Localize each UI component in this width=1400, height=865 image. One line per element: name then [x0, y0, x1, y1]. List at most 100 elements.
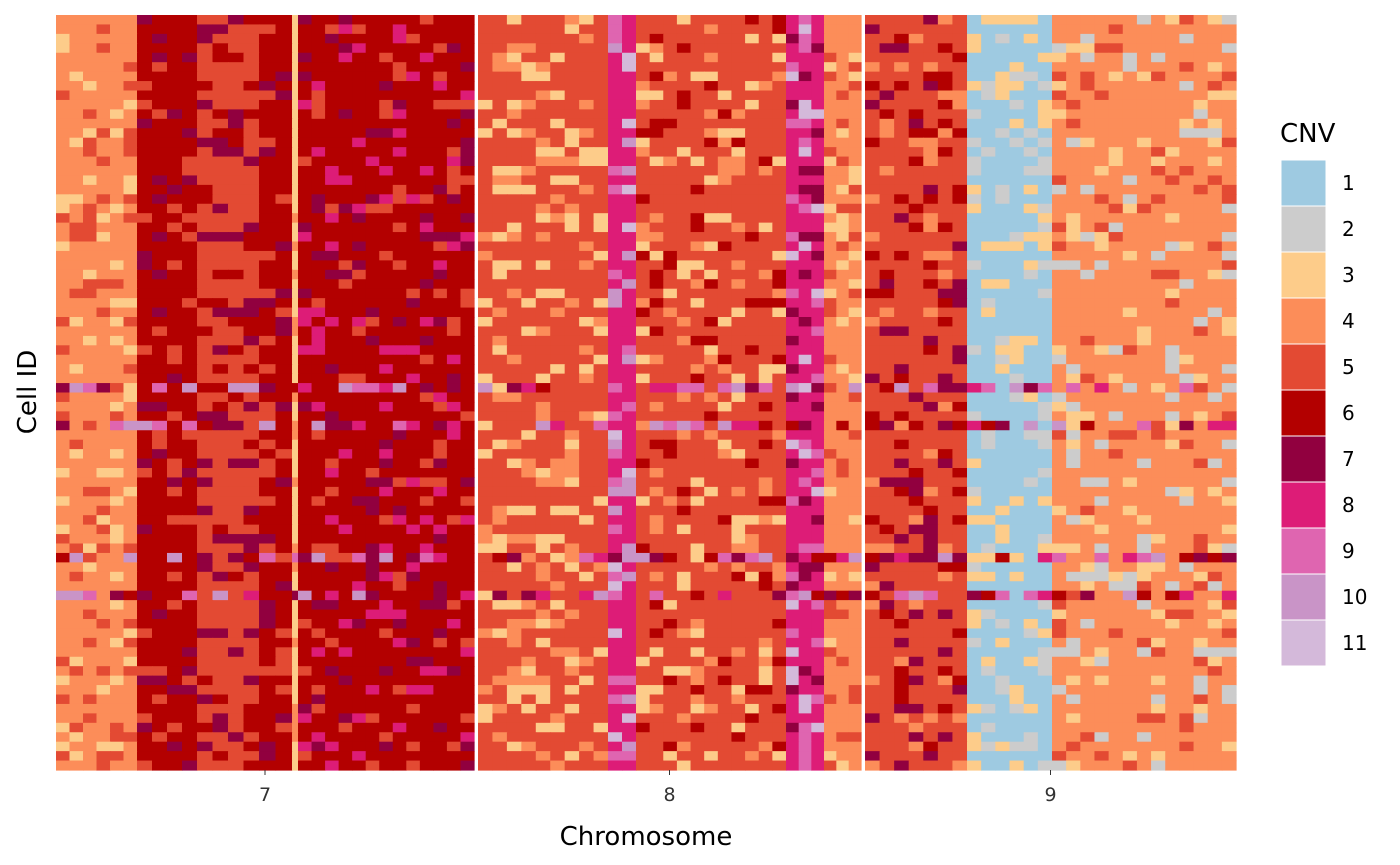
heatmap-cell [419, 203, 434, 214]
heatmap-cell [636, 345, 651, 356]
heatmap-cell [676, 590, 692, 601]
heatmap-cell [298, 496, 313, 507]
heatmap-cell [365, 760, 380, 771]
heatmap-cell [228, 468, 245, 479]
heatmap-cell [212, 43, 229, 54]
heatmap-cell [521, 250, 537, 261]
heatmap-cell [564, 430, 580, 441]
heatmap-cell [848, 619, 862, 630]
heatmap-cell [731, 62, 746, 73]
heatmap-cell [338, 307, 353, 318]
heatmap-cell [298, 279, 313, 290]
heatmap-cell [197, 166, 214, 177]
heatmap-cell [798, 732, 812, 743]
heatmap-cell [292, 24, 299, 35]
heatmap-cell [69, 232, 84, 243]
heatmap-cell [110, 515, 125, 526]
heatmap-cell [406, 430, 421, 441]
heatmap-cell [608, 656, 623, 667]
heatmap-cell [460, 505, 475, 516]
heatmap-cell [325, 637, 340, 648]
heatmap-cell [506, 581, 522, 592]
heatmap-cell [622, 477, 637, 488]
heatmap-cell [167, 496, 183, 507]
heatmap-cell [433, 81, 448, 92]
heatmap-cell [535, 24, 551, 35]
heatmap-cell [433, 99, 448, 110]
heatmap-cell [786, 619, 800, 630]
heatmap-cell [478, 137, 494, 148]
heatmap-cell [622, 392, 637, 403]
heatmap-cell [338, 439, 353, 450]
heatmap-cell [824, 175, 837, 186]
heatmap-cell [338, 260, 353, 271]
heatmap-cell [798, 99, 812, 110]
heatmap-cell [535, 420, 551, 431]
heatmap-cell [848, 71, 862, 82]
heatmap-cell [848, 81, 862, 92]
heatmap-cell [69, 571, 84, 582]
heatmap-cell [392, 213, 407, 224]
heatmap-cell [492, 326, 508, 337]
heatmap-cell [325, 685, 340, 696]
heatmap-cell [110, 298, 125, 309]
heatmap-cell [758, 15, 773, 26]
heatmap-cell [365, 364, 380, 375]
heatmap-cell [622, 81, 637, 92]
heatmap-cell [446, 260, 462, 271]
heatmap-cell [772, 241, 787, 252]
heatmap-cell [259, 401, 277, 412]
heatmap-cell [365, 298, 380, 309]
heatmap-cell [704, 515, 719, 526]
heatmap-cell [663, 496, 678, 507]
heatmap-cell [259, 52, 277, 63]
heatmap-cell [56, 581, 71, 592]
heatmap-cell [228, 449, 245, 460]
heatmap-cell [259, 90, 277, 101]
heatmap-cell [460, 571, 475, 582]
heatmap-cell [717, 468, 733, 479]
heatmap-cell [137, 24, 153, 35]
heatmap-cell [96, 552, 111, 563]
heatmap-cell [717, 656, 733, 667]
heatmap-cell [622, 468, 637, 479]
heatmap-cell [275, 33, 293, 44]
heatmap-cell [636, 439, 651, 450]
heatmap-cell [798, 468, 812, 479]
heatmap-cell [243, 571, 260, 582]
heatmap-cell [772, 156, 787, 167]
heatmap-cell [731, 213, 746, 224]
heatmap-cell [824, 411, 837, 422]
heatmap-cell [908, 109, 924, 120]
heatmap-cell [83, 279, 98, 290]
heatmap-cell [406, 99, 421, 110]
heatmap-cell [593, 213, 609, 224]
heatmap-cell [152, 694, 168, 705]
heatmap-cell [848, 298, 862, 309]
heatmap-cell [1207, 24, 1223, 35]
heatmap-cell [663, 194, 678, 205]
heatmap-cell [478, 685, 494, 696]
heatmap-cell [212, 656, 229, 667]
heatmap-cell [579, 694, 595, 705]
heatmap-cell [636, 741, 651, 752]
heatmap-cell [521, 581, 537, 592]
heatmap-cell [836, 458, 850, 469]
heatmap-cell [365, 354, 380, 365]
heatmap-cell [83, 71, 98, 82]
heatmap-cell [663, 137, 678, 148]
heatmap-cell [622, 552, 637, 563]
heatmap-cell [745, 722, 760, 733]
heatmap-cell [446, 571, 462, 582]
heatmap-cell [981, 52, 996, 63]
heatmap-cell [579, 147, 595, 158]
heatmap-cell [197, 118, 214, 129]
heatmap-cell [758, 420, 773, 431]
heatmap-cell [758, 609, 773, 620]
heatmap-cell [564, 600, 580, 611]
heatmap-cell [433, 373, 448, 384]
heatmap-cell [167, 81, 183, 92]
heatmap-cell [521, 307, 537, 318]
heatmap-cell [182, 15, 198, 26]
heatmap-cell [83, 232, 98, 243]
